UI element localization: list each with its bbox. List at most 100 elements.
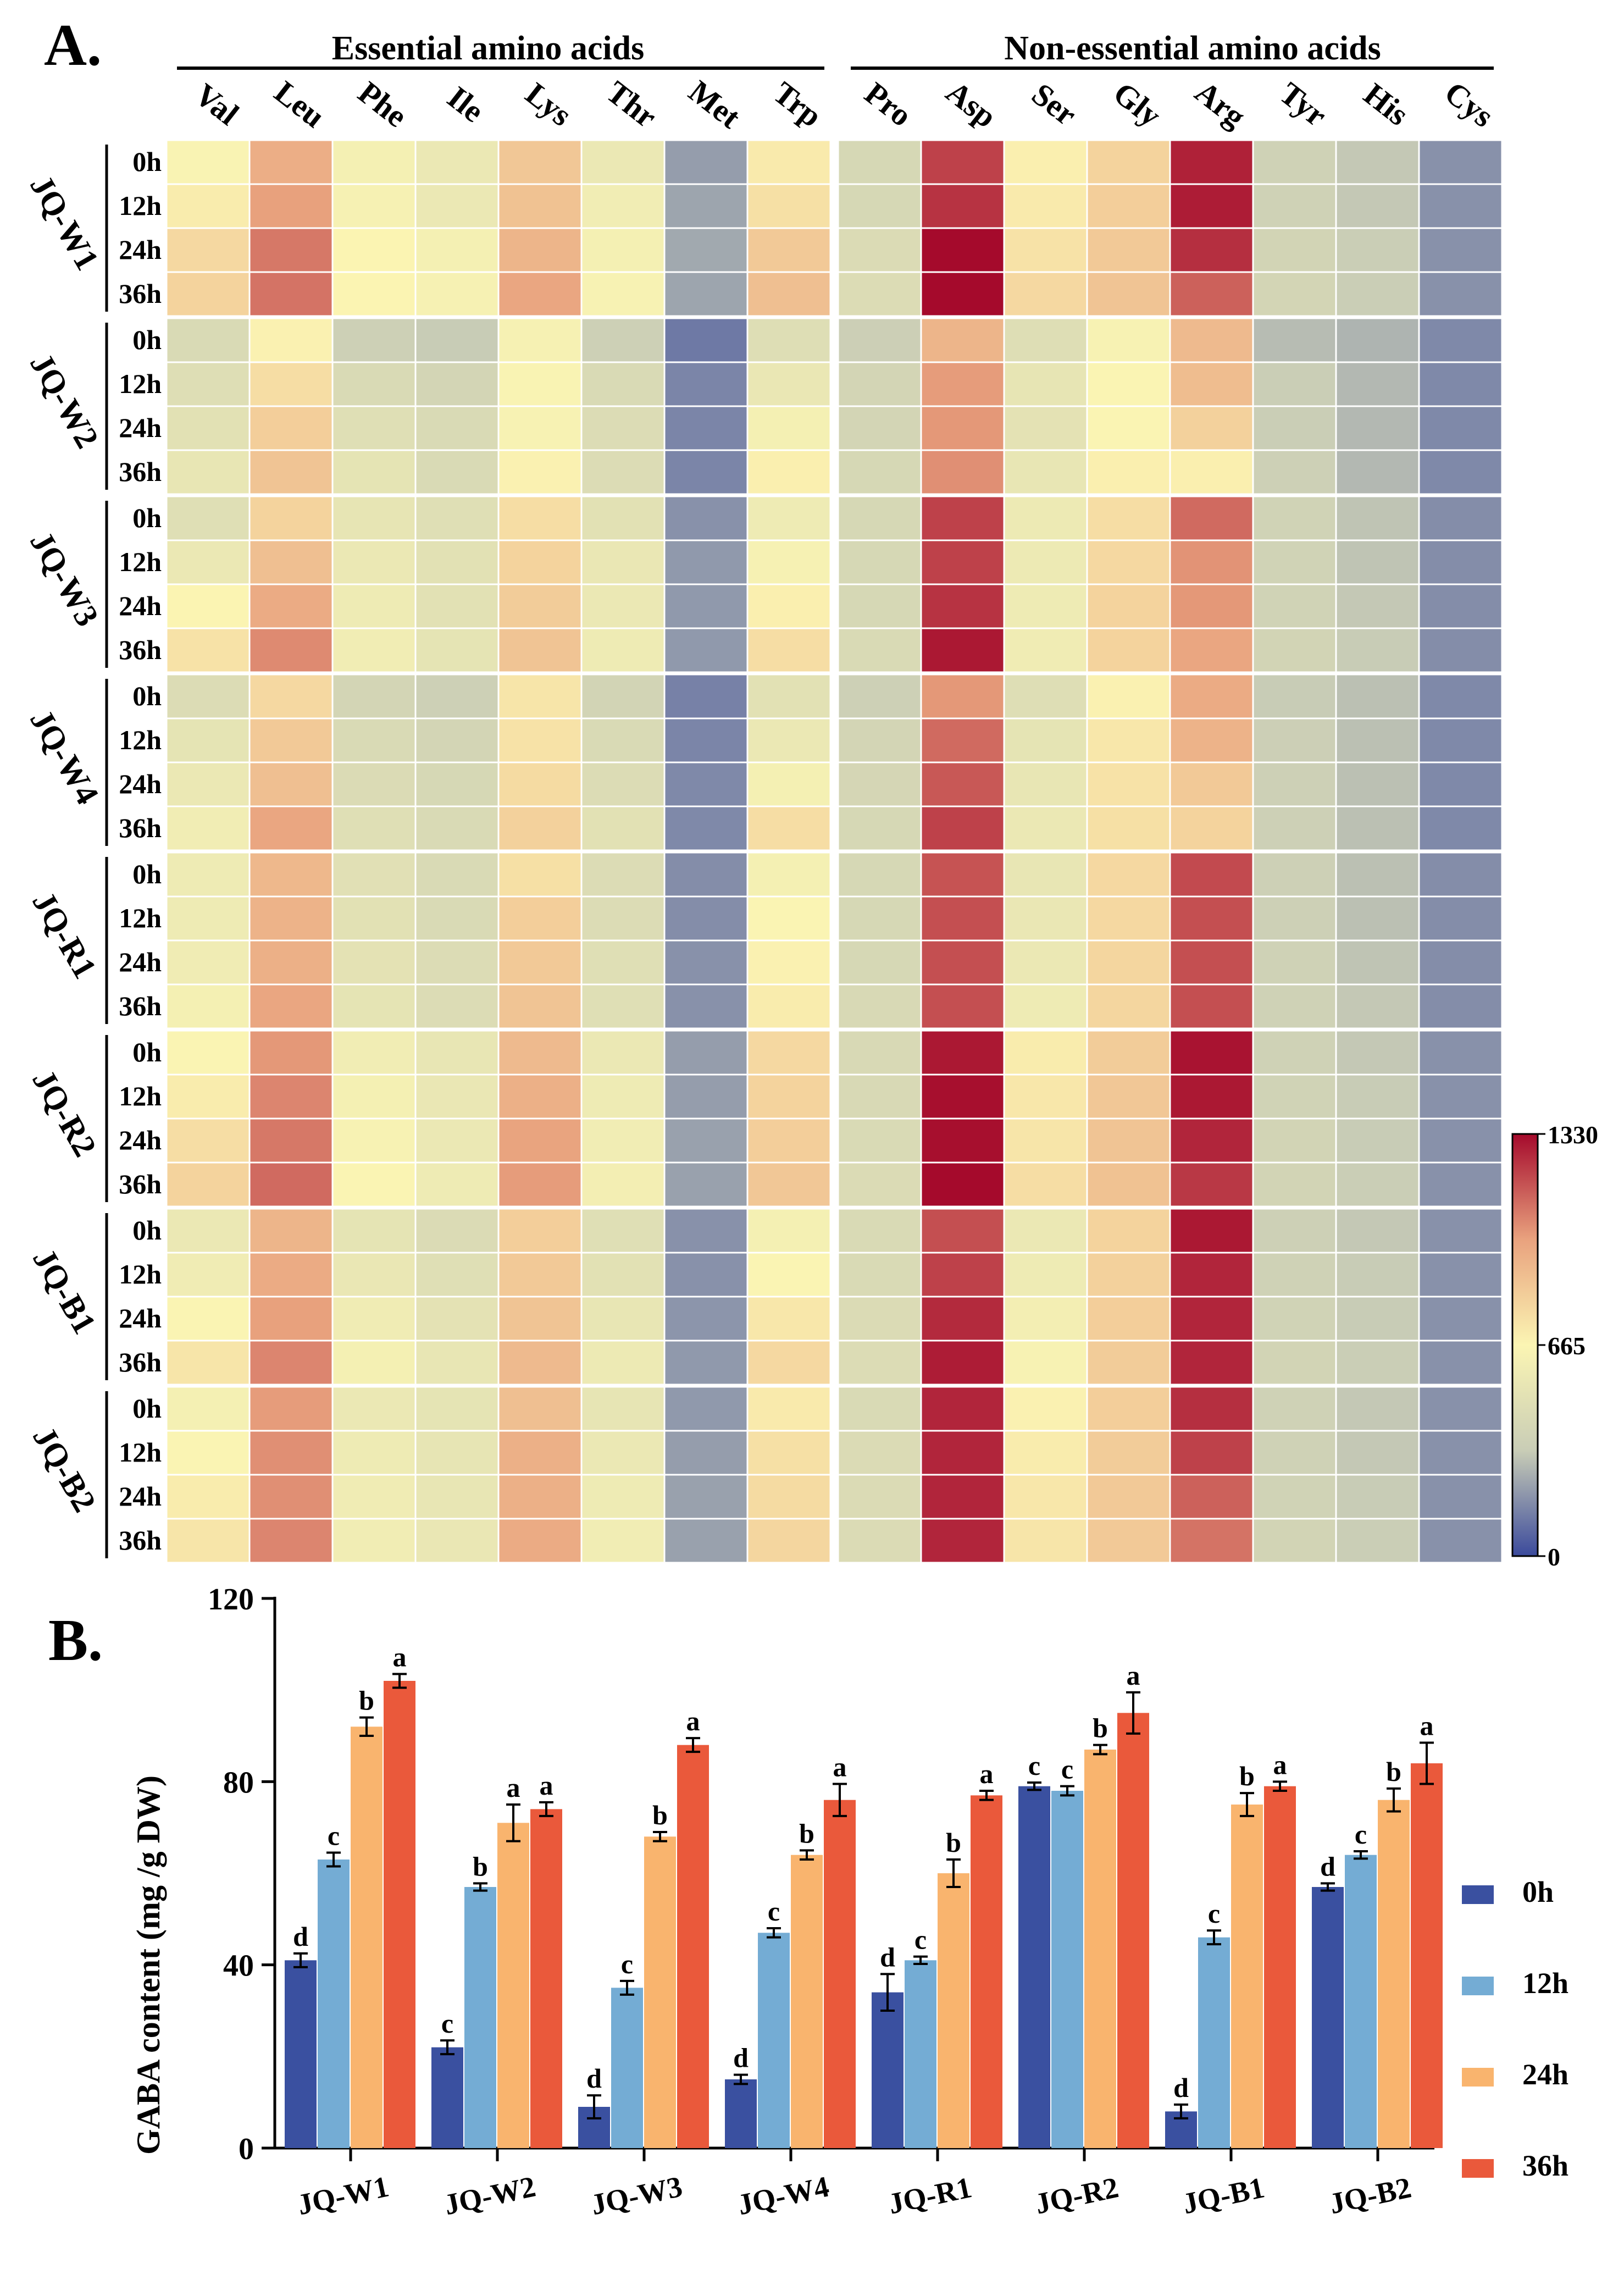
heatmap-cell xyxy=(1169,851,1254,898)
heatmap-cell xyxy=(331,1518,417,1564)
heatmap-cell xyxy=(1252,627,1337,673)
heatmap-cell xyxy=(497,717,583,763)
heatmap-cell xyxy=(663,851,749,898)
heatmap-cell xyxy=(837,1340,922,1386)
heatmap-cell xyxy=(1003,1340,1088,1386)
heatmap-cell xyxy=(1003,1117,1088,1164)
heatmap-cell xyxy=(165,317,251,363)
heatmap-cell xyxy=(1252,1073,1337,1120)
bar xyxy=(1084,1750,1116,2148)
heatmap-cell xyxy=(1003,1030,1088,1076)
heatmap-cell xyxy=(331,183,417,229)
heatmap-cell xyxy=(1086,1296,1171,1342)
heatmap-cell xyxy=(165,983,251,1030)
heatmap-cell xyxy=(663,183,749,229)
heatmap-cell xyxy=(1086,449,1171,495)
heatmap-cell xyxy=(165,1161,251,1208)
x-tick-label: JQ-W3 xyxy=(588,2170,685,2222)
heatmap-cell xyxy=(165,583,251,629)
heatmap-cell xyxy=(1086,1340,1171,1386)
heatmap-cell xyxy=(1003,1208,1088,1254)
heatmap-cell xyxy=(414,761,500,807)
heatmap-cell xyxy=(1335,761,1420,807)
heatmap-cell xyxy=(837,139,922,185)
heatmap-cell xyxy=(165,449,251,495)
y-tick-label: 40 xyxy=(223,1949,254,1983)
column-label: Phe xyxy=(352,74,414,134)
heatmap-cell xyxy=(165,227,251,273)
heatmap-cell xyxy=(1252,361,1337,407)
heatmap-cell xyxy=(1335,1474,1420,1520)
legend-label: 12h xyxy=(1522,1967,1568,2000)
heatmap-cell xyxy=(497,983,583,1030)
heatmap-cell xyxy=(663,1474,749,1520)
heatmap-cell xyxy=(920,983,1005,1030)
heatmap-cell xyxy=(1335,1030,1420,1076)
heatmap-cell xyxy=(1086,895,1171,942)
row-time-label: 36h xyxy=(119,1347,162,1377)
row-time-label: 12h xyxy=(119,724,162,755)
heatmap-cell xyxy=(1335,1208,1420,1254)
heatmap-cell xyxy=(1086,317,1171,363)
bar xyxy=(644,1836,676,2148)
heatmap-cell xyxy=(414,1073,500,1120)
heatmap-cell xyxy=(920,183,1005,229)
heatmap-cell xyxy=(1335,1296,1420,1342)
heatmap-cell xyxy=(331,1030,417,1076)
heatmap-cell xyxy=(1252,673,1337,720)
heatmap-cell xyxy=(497,1474,583,1520)
heatmap-cell xyxy=(837,1386,922,1432)
legend-swatch xyxy=(1462,2068,1494,2087)
significance-letter: a xyxy=(833,1752,847,1783)
heatmap-cell xyxy=(837,1518,922,1564)
heatmap-cell xyxy=(920,1386,1005,1432)
significance-letter: d xyxy=(880,1941,895,1972)
heatmap-cell xyxy=(165,1252,251,1298)
heatmap-cell xyxy=(248,1208,334,1254)
heatmap-cell xyxy=(1003,271,1088,317)
heatmap-cell xyxy=(1003,1296,1088,1342)
heatmap-cell xyxy=(663,1296,749,1342)
heatmap-cell xyxy=(1418,1296,1503,1342)
heatmap-cell xyxy=(837,539,922,585)
heatmap-cells xyxy=(165,139,1503,1564)
heatmap-cell xyxy=(1418,1161,1503,1208)
heatmap-cell xyxy=(497,1430,583,1476)
heatmap-cell xyxy=(414,1208,500,1254)
row-time-label: 0h xyxy=(132,1215,162,1246)
heatmap-cell xyxy=(1086,495,1171,541)
heatmap-cell xyxy=(1335,673,1420,720)
bar xyxy=(725,2079,757,2148)
heatmap-cell xyxy=(1418,139,1503,185)
heatmap-cell xyxy=(414,805,500,851)
legend-label: 24h xyxy=(1522,2058,1568,2091)
x-tick-labels: JQ-W1 JQ-W2 JQ-W3 JQ-W4 JQ-R1 JQ-R2 JQ-B1 JQ-B2 xyxy=(295,2148,1414,2221)
heatmap-cell xyxy=(580,673,666,720)
heatmap-cell xyxy=(1003,227,1088,273)
heatmap-cell xyxy=(1169,805,1254,851)
row-time-label: 12h xyxy=(119,1437,162,1468)
heatmap-cell xyxy=(248,1073,334,1120)
heatmap-cell xyxy=(1252,317,1337,363)
heatmap-cell xyxy=(1086,1430,1171,1476)
heatmap-cell xyxy=(1086,983,1171,1030)
heatmap-cell xyxy=(1086,1386,1171,1432)
heatmap-cell xyxy=(1086,761,1171,807)
heatmap-cell xyxy=(920,1073,1005,1120)
heatmap-cell xyxy=(331,361,417,407)
heatmap-cell xyxy=(1169,627,1254,673)
heatmap-cell xyxy=(1418,539,1503,585)
heatmap-cell xyxy=(1418,939,1503,986)
heatmap-cell xyxy=(1335,1161,1420,1208)
heatmap-cell xyxy=(1003,1430,1088,1476)
heatmap-cell xyxy=(248,1430,334,1476)
heatmap-cell xyxy=(331,851,417,898)
panel-label-a: A. xyxy=(44,13,102,78)
heatmap-cell xyxy=(1169,1208,1254,1254)
bar xyxy=(351,1726,383,2148)
significance-letter: b xyxy=(799,1818,814,1849)
heatmap-cell xyxy=(1418,1208,1503,1254)
x-tick-label: JQ-W4 xyxy=(735,2170,832,2222)
